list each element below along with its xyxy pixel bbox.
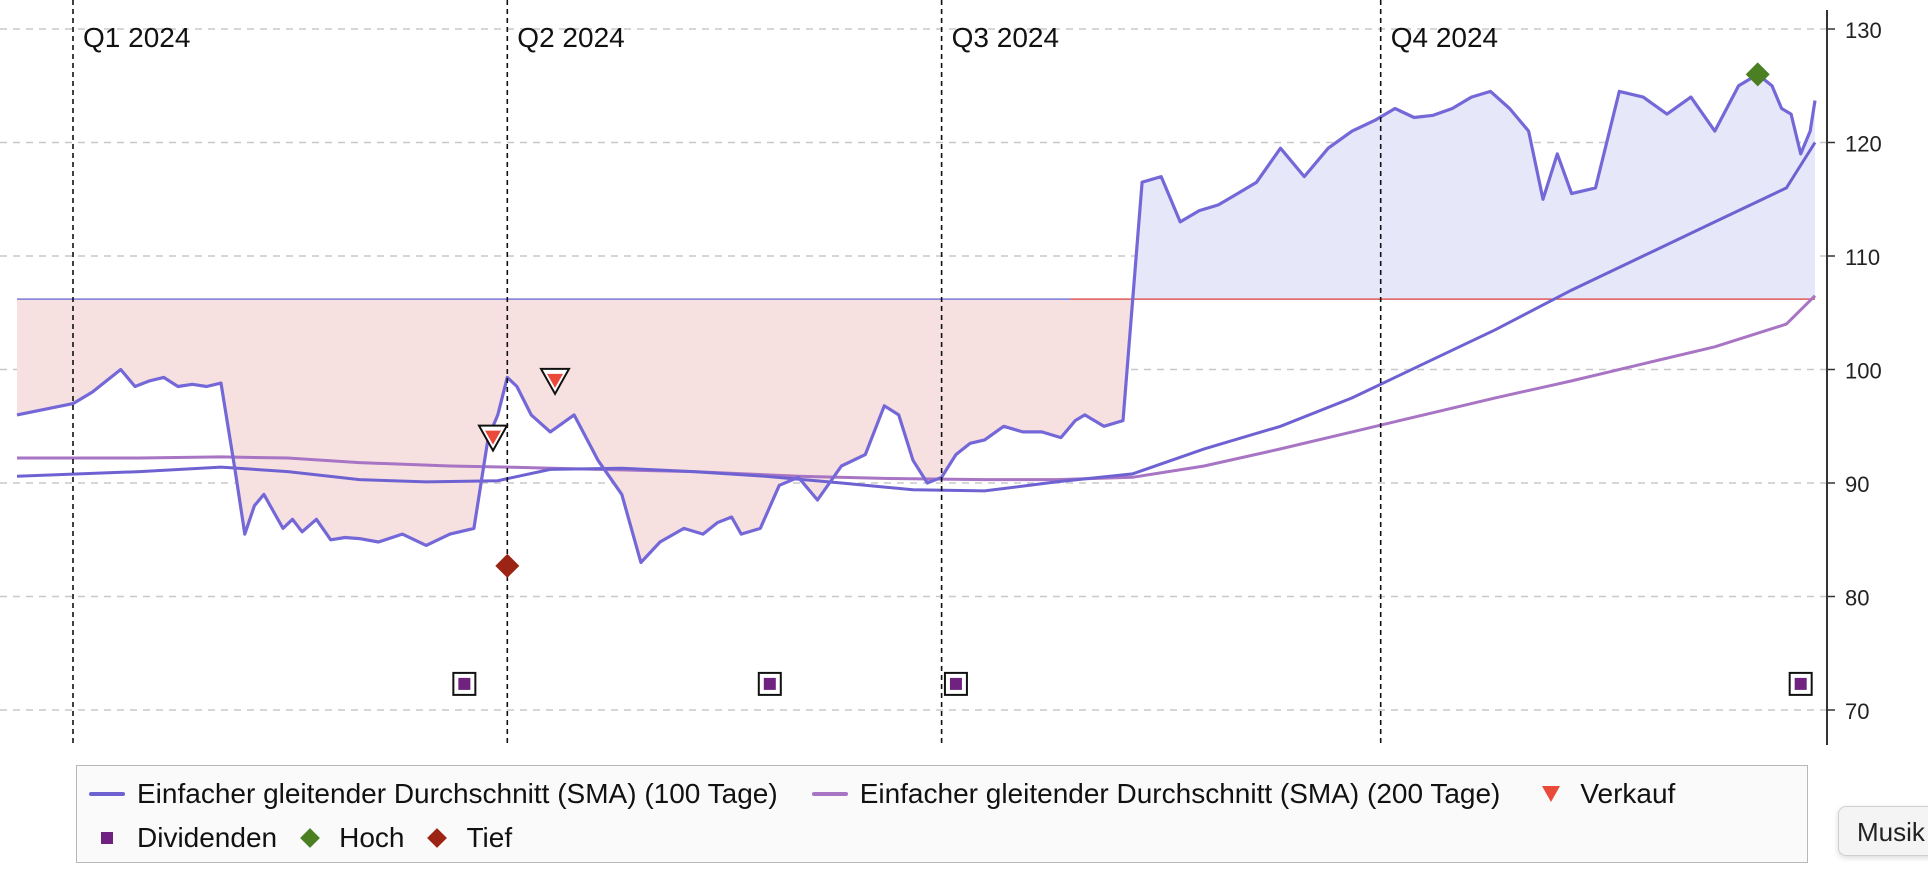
legend-item-tief[interactable]: Tief: [418, 822, 512, 854]
legend: Einfacher gleitender Durchschnitt (SMA) …: [76, 765, 1808, 863]
area-below-reference: [17, 299, 1133, 563]
series-line-sma100: [16, 141, 1817, 493]
y-tick-label-80: 80: [1845, 586, 1869, 611]
marker-verkauf-2: [547, 373, 564, 388]
legend-label-dividenden: Dividenden: [137, 822, 278, 853]
y-tick-label-100: 100: [1845, 359, 1882, 384]
legend-swatch-sma100: [89, 792, 125, 796]
y-tick-label-90: 90: [1845, 472, 1869, 497]
marker-dividenden-3: [949, 677, 962, 690]
marker-dividenden-2: [763, 677, 776, 690]
legend-label-verkauf: Verkauf: [1580, 778, 1676, 809]
marker-verkauf-1: [484, 430, 501, 445]
quarter-label-4: Q4 2024: [1391, 22, 1498, 53]
legend-item-hoch[interactable]: Hoch: [291, 822, 404, 854]
series-line-price: [16, 72, 1817, 565]
hover-tooltip: Musik: [1838, 806, 1928, 856]
legend-item-sma100[interactable]: Einfacher gleitender Durchschnitt (SMA) …: [89, 778, 778, 810]
legend-item-sma200[interactable]: Einfacher gleitender Durchschnitt (SMA) …: [811, 778, 1501, 810]
tooltip-text: Musik: [1857, 817, 1925, 847]
legend-label-hoch: Hoch: [339, 822, 405, 853]
price-chart: 70 80 90 100 110 120 130 Q1 2024 Q2 2024 Q3 2024 Q…: [0, 0, 1882, 745]
triangle-down-icon: [1542, 786, 1561, 802]
area-above-reference: [17, 74, 1815, 300]
marker-hoch-1: [1745, 62, 1770, 87]
diamond-green-icon: [300, 828, 321, 848]
diamond-red-icon: [427, 828, 448, 848]
legend-item-dividenden[interactable]: Dividenden: [89, 822, 277, 854]
y-tick-label-70: 70: [1845, 699, 1869, 724]
square-icon: [101, 832, 113, 844]
marker-dividenden-4: [1794, 677, 1807, 690]
marker-dividenden-1: [458, 677, 471, 690]
legend-label-tief: Tief: [466, 822, 513, 853]
y-tick-label-120: 120: [1845, 132, 1882, 157]
quarter-label-2: Q2 2024: [517, 22, 624, 53]
series-line-sma200: [17, 294, 1817, 482]
y-tick-label-110: 110: [1845, 245, 1880, 270]
quarter-label-1: Q1 2024: [83, 22, 190, 53]
legend-label-sma100: Einfacher gleitender Durchschnitt (SMA) …: [137, 778, 778, 809]
legend-label-sma200: Einfacher gleitender Durchschnitt (SMA) …: [859, 778, 1501, 809]
marker-tief-1: [495, 553, 520, 578]
y-tick-label-130: 130: [1845, 18, 1882, 43]
legend-swatch-sma200: [811, 792, 848, 796]
legend-item-verkauf[interactable]: Verkauf: [1534, 778, 1675, 810]
quarter-label-3: Q3 2024: [952, 22, 1059, 53]
